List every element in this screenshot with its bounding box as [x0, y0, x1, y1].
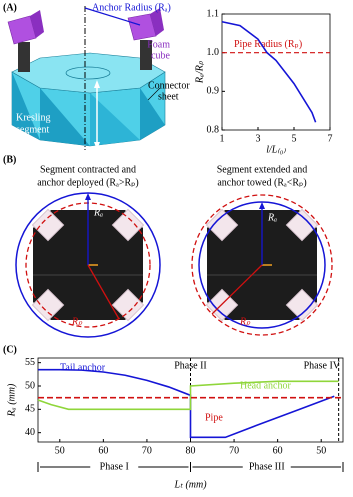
- anchor-radius-label: Anchor Radius (Rₐ): [92, 2, 171, 13]
- x-tick-label: 50: [316, 445, 326, 456]
- x-axis-label: l/L₍₀₎: [266, 144, 286, 155]
- reference-label: Pipe Radius (Rₚ): [234, 39, 302, 50]
- x-axis-label: Lₜ (mm): [173, 479, 207, 490]
- y-tick-label: 55: [25, 357, 35, 368]
- foam-cube: [31, 208, 65, 242]
- rp-label: Rₚ: [71, 316, 83, 327]
- panel-label: (C): [3, 344, 17, 355]
- series-label: Pipe: [205, 412, 223, 423]
- foam-cube: [285, 288, 319, 322]
- x-tick-label: 60: [98, 445, 108, 456]
- series-label: Head anchor: [240, 380, 291, 391]
- x-tick-label: 70: [142, 445, 152, 456]
- y-tick-label: 1.0: [207, 47, 220, 58]
- plot-frame: [221, 13, 331, 131]
- x-tick-label: 50: [55, 445, 65, 456]
- x-tick-label: 60: [273, 445, 283, 456]
- series-line: [221, 20, 317, 123]
- rp-label: Rₚ: [239, 316, 251, 327]
- y-tick-label: 0.8: [207, 124, 220, 135]
- y-tick-label: 1.1: [207, 8, 220, 19]
- kresling-label: segment: [16, 124, 50, 135]
- ra-label: Rₐ: [267, 212, 277, 223]
- x-tick-label: 7: [328, 133, 333, 144]
- ra-label: Rₐ: [93, 207, 103, 218]
- series-line: [37, 380, 339, 411]
- foam-cube-label: cube: [151, 50, 170, 61]
- phase-label: Phase I: [100, 461, 129, 472]
- series-label: Tail anchor: [60, 362, 106, 373]
- series-line: [38, 368, 335, 439]
- phase-label: Phase IV: [304, 360, 341, 371]
- y-tick-label: 45: [25, 404, 35, 415]
- y-tick-label: 50: [25, 380, 35, 391]
- x-tick-label: 80: [186, 445, 196, 456]
- foam-cube: [205, 208, 239, 242]
- phase-label: Phase II: [174, 360, 207, 371]
- y-tick-label: 40: [25, 427, 35, 438]
- phase-label: Phase III: [249, 461, 285, 472]
- panel-label: (B): [3, 154, 16, 165]
- y-axis-label: Rₐ (mm): [6, 383, 17, 417]
- foam-cube: [31, 288, 65, 322]
- caption: anchor deployed (Rₐ>Rₚ): [37, 177, 139, 188]
- x-tick-label: 70: [229, 445, 239, 456]
- panel-label: (A): [3, 2, 17, 13]
- connector-label: Connector: [148, 80, 190, 91]
- caption: anchor towed (Rₐ<Rₚ): [217, 177, 306, 188]
- x-tick-label: 3: [256, 133, 261, 144]
- caption: Segment extended and: [217, 164, 308, 175]
- y-axis-label: Rₐ/Rₚ: [194, 60, 205, 84]
- kresling-label: Kresling: [16, 112, 50, 123]
- y-tick-label: 0.9: [207, 86, 220, 97]
- foam-cube: [111, 288, 145, 322]
- caption: Segment contracted and: [40, 164, 136, 175]
- foam-cube: [111, 208, 145, 242]
- x-tick-label: 1: [220, 133, 225, 144]
- foam-cube: [285, 208, 319, 242]
- kresling-diagram: [7, 6, 166, 150]
- foam-cube-label: Foam: [147, 39, 170, 50]
- x-tick-label: 5: [292, 133, 297, 144]
- connector-label: sheet: [158, 91, 179, 102]
